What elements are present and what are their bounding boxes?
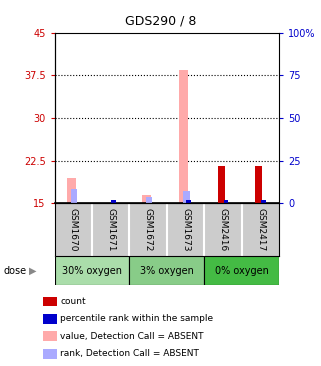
Bar (186, 200, 191, 203)
Text: 0% oxygen: 0% oxygen (215, 266, 269, 276)
Bar (142, 195, 151, 203)
Text: 30% oxygen: 30% oxygen (62, 266, 122, 276)
Text: GSM1673: GSM1673 (181, 208, 190, 251)
Bar (179, 70, 188, 203)
Bar (67, 178, 76, 203)
Text: GSM1672: GSM1672 (144, 208, 153, 251)
Bar (43, 314, 56, 324)
Bar (43, 349, 56, 359)
Text: GDS290 / 8: GDS290 / 8 (125, 15, 196, 28)
Text: dose: dose (3, 266, 26, 276)
Text: GSM1671: GSM1671 (106, 208, 115, 251)
Text: count: count (60, 297, 86, 306)
Bar (204, 256, 279, 285)
Bar (218, 166, 225, 203)
Bar (111, 200, 116, 203)
Bar (55, 256, 129, 285)
Bar (224, 200, 229, 203)
Bar (146, 198, 152, 203)
Text: GSM2417: GSM2417 (256, 208, 265, 251)
Text: 3% oxygen: 3% oxygen (140, 266, 194, 276)
Text: value, Detection Call = ABSENT: value, Detection Call = ABSENT (60, 332, 204, 341)
Text: GSM1670: GSM1670 (69, 208, 78, 251)
Bar (43, 331, 56, 341)
Bar (261, 200, 266, 203)
Bar (129, 256, 204, 285)
Text: percentile rank within the sample: percentile rank within the sample (60, 314, 213, 324)
Text: ▶: ▶ (29, 266, 36, 276)
Bar (43, 296, 56, 306)
Bar (183, 191, 190, 203)
Text: GSM2416: GSM2416 (219, 208, 228, 251)
Text: rank, Detection Call = ABSENT: rank, Detection Call = ABSENT (60, 349, 199, 358)
Bar (255, 166, 262, 203)
Bar (71, 189, 77, 203)
